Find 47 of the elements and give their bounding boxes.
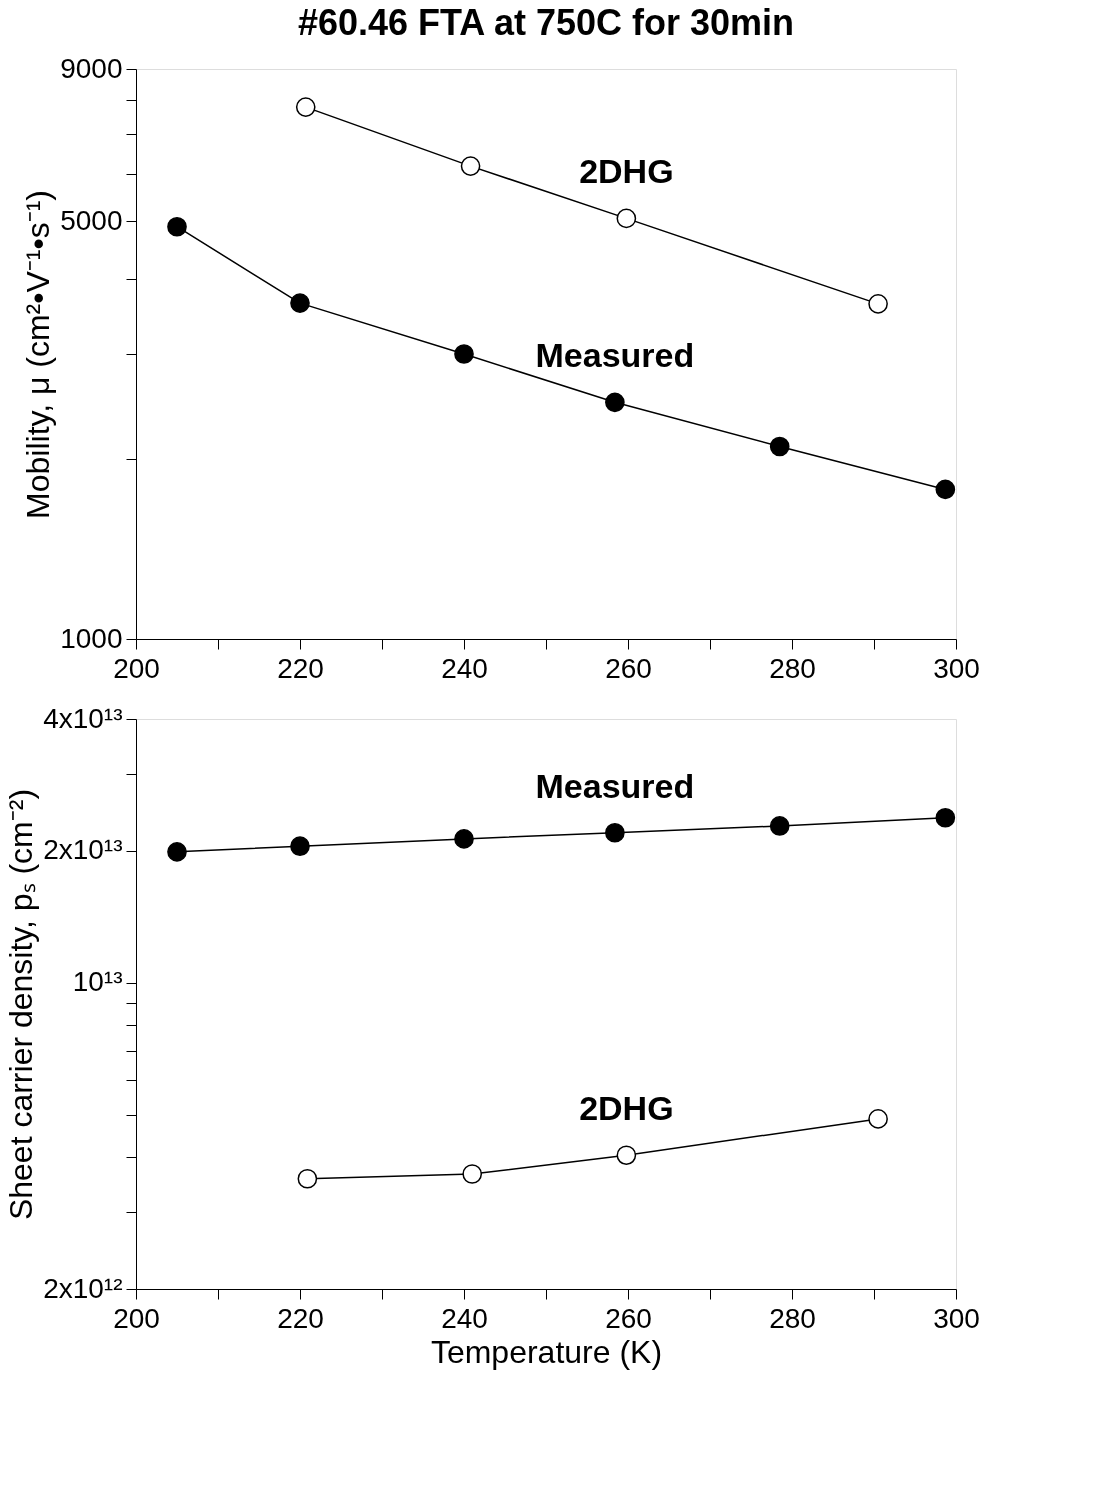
- point: [769, 816, 790, 836]
- point: [935, 807, 956, 828]
- x-tick-label: 280: [769, 652, 816, 684]
- point: [616, 1145, 637, 1166]
- point: [454, 344, 474, 364]
- y-tick-label: 2x10¹³: [43, 834, 123, 866]
- y-axis-title: Sheet carrier density, pₛ (cm⁻²): [3, 788, 40, 1221]
- point: [295, 97, 316, 117]
- y-tick-label: 9000: [60, 52, 123, 84]
- series-label: 2DHG: [579, 152, 674, 191]
- series-label: Measured: [535, 336, 695, 375]
- chart-title: #60.46 FTA at 750C for 30min: [297, 2, 795, 43]
- point: [769, 436, 790, 457]
- y-tick-label: 10¹³: [72, 966, 123, 998]
- x-tick-label: 240: [441, 652, 488, 684]
- x-axis-title: Temperature (K): [430, 1333, 663, 1370]
- point: [868, 1109, 888, 1129]
- x-tick-label: 260: [605, 652, 652, 684]
- x-tick-label: 300: [933, 1302, 980, 1334]
- x-tick-label: 280: [769, 1302, 816, 1334]
- point: [297, 1168, 318, 1189]
- point: [454, 829, 474, 849]
- point: [605, 392, 625, 413]
- y-tick-label: 4x10¹³: [43, 702, 123, 734]
- point: [868, 294, 888, 314]
- x-tick-label: 260: [605, 1302, 652, 1334]
- series-label: Measured: [535, 766, 695, 805]
- x-tick-label: 300: [933, 652, 980, 684]
- point: [935, 479, 956, 500]
- x-tick-label: 220: [277, 652, 324, 684]
- point: [290, 293, 310, 313]
- x-tick-label: 220: [277, 1302, 324, 1334]
- y-tick-label: 2x10¹²: [43, 1272, 123, 1304]
- y-axis-title: Mobility, μ (cm²•V⁻¹•s⁻¹): [20, 190, 57, 519]
- y-tick-label: 5000: [60, 204, 123, 236]
- y-tick-label: 1000: [60, 622, 123, 654]
- series-label: 2DHG: [579, 1089, 674, 1128]
- x-tick-label: 240: [441, 1302, 488, 1334]
- point: [290, 836, 310, 856]
- point: [462, 1164, 483, 1184]
- point: [460, 156, 481, 176]
- x-tick-label: 200: [113, 1302, 160, 1334]
- point: [167, 842, 187, 862]
- point: [167, 216, 187, 237]
- x-tick-label: 200: [113, 652, 160, 684]
- point: [616, 208, 637, 229]
- point: [605, 822, 625, 843]
